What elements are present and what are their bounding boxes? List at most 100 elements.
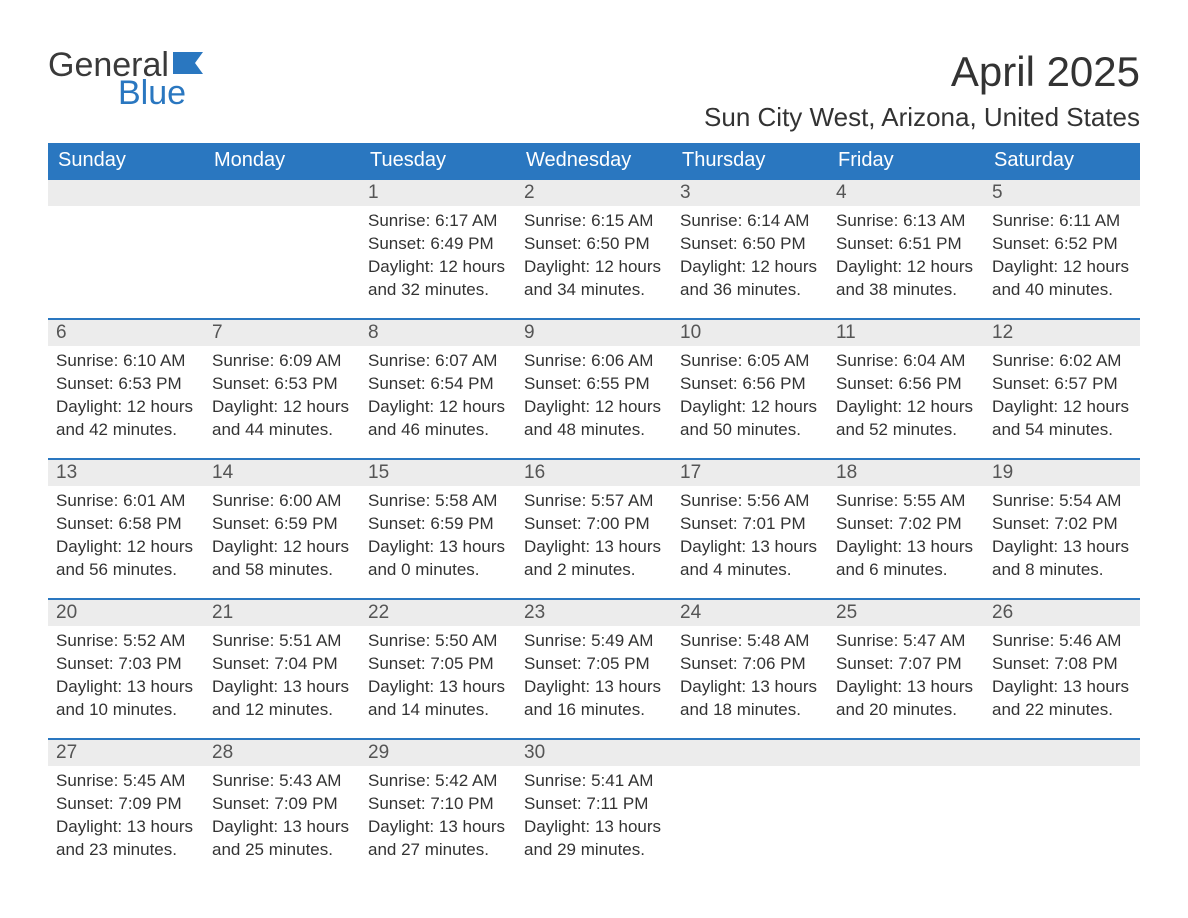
- calendar-cell: .: [48, 178, 204, 318]
- daylight-line: Daylight: 13 hours and 6 minutes.: [836, 536, 976, 582]
- day-number: 20: [48, 600, 204, 626]
- sunset-line: Sunset: 6:54 PM: [368, 373, 508, 396]
- sunset-line: Sunset: 7:10 PM: [368, 793, 508, 816]
- day-number: 9: [516, 320, 672, 346]
- weekday-header: Friday: [828, 143, 984, 178]
- day-number: 7: [204, 320, 360, 346]
- day-data: Sunrise: 5:42 AMSunset: 7:10 PMDaylight:…: [360, 766, 516, 868]
- calendar-cell: 5Sunrise: 6:11 AMSunset: 6:52 PMDaylight…: [984, 178, 1140, 318]
- calendar-cell: 19Sunrise: 5:54 AMSunset: 7:02 PMDayligh…: [984, 458, 1140, 598]
- calendar-cell: 2Sunrise: 6:15 AMSunset: 6:50 PMDaylight…: [516, 178, 672, 318]
- day-data: Sunrise: 5:41 AMSunset: 7:11 PMDaylight:…: [516, 766, 672, 868]
- day-number: 14: [204, 460, 360, 486]
- day-number: 16: [516, 460, 672, 486]
- day-number: 27: [48, 740, 204, 766]
- sunset-line: Sunset: 7:02 PM: [992, 513, 1132, 536]
- sunset-line: Sunset: 6:50 PM: [680, 233, 820, 256]
- sunrise-line: Sunrise: 6:04 AM: [836, 350, 976, 373]
- sunrise-line: Sunrise: 6:00 AM: [212, 490, 352, 513]
- sunrise-line: Sunrise: 6:17 AM: [368, 210, 508, 233]
- day-data: Sunrise: 5:55 AMSunset: 7:02 PMDaylight:…: [828, 486, 984, 588]
- header: General Blue April 2025 Sun City West, A…: [48, 48, 1140, 143]
- calendar-cell: .: [204, 178, 360, 318]
- sunset-line: Sunset: 6:59 PM: [368, 513, 508, 536]
- calendar-cell: 20Sunrise: 5:52 AMSunset: 7:03 PMDayligh…: [48, 598, 204, 738]
- daylight-line: Daylight: 12 hours and 36 minutes.: [680, 256, 820, 302]
- day-number: 12: [984, 320, 1140, 346]
- sunrise-line: Sunrise: 5:50 AM: [368, 630, 508, 653]
- sunset-line: Sunset: 6:52 PM: [992, 233, 1132, 256]
- sunset-line: Sunset: 7:03 PM: [56, 653, 196, 676]
- daylight-line: Daylight: 12 hours and 38 minutes.: [836, 256, 976, 302]
- day-data: Sunrise: 5:52 AMSunset: 7:03 PMDaylight:…: [48, 626, 204, 728]
- daylight-line: Daylight: 12 hours and 52 minutes.: [836, 396, 976, 442]
- weekday-header: Tuesday: [360, 143, 516, 178]
- calendar-cell: 27Sunrise: 5:45 AMSunset: 7:09 PMDayligh…: [48, 738, 204, 878]
- day-data: Sunrise: 6:13 AMSunset: 6:51 PMDaylight:…: [828, 206, 984, 308]
- day-number: 6: [48, 320, 204, 346]
- daylight-line: Daylight: 12 hours and 46 minutes.: [368, 396, 508, 442]
- sunset-line: Sunset: 7:07 PM: [836, 653, 976, 676]
- sunset-line: Sunset: 7:04 PM: [212, 653, 352, 676]
- calendar-cell: 21Sunrise: 5:51 AMSunset: 7:04 PMDayligh…: [204, 598, 360, 738]
- sunset-line: Sunset: 7:05 PM: [368, 653, 508, 676]
- sunrise-line: Sunrise: 5:46 AM: [992, 630, 1132, 653]
- daylight-line: Daylight: 13 hours and 10 minutes.: [56, 676, 196, 722]
- day-data: Sunrise: 6:00 AMSunset: 6:59 PMDaylight:…: [204, 486, 360, 588]
- logo: General Blue: [48, 48, 203, 110]
- day-number: 3: [672, 180, 828, 206]
- daylight-line: Daylight: 13 hours and 2 minutes.: [524, 536, 664, 582]
- sunrise-line: Sunrise: 6:05 AM: [680, 350, 820, 373]
- daylight-line: Daylight: 13 hours and 25 minutes.: [212, 816, 352, 862]
- daylight-line: Daylight: 13 hours and 8 minutes.: [992, 536, 1132, 582]
- day-data: Sunrise: 6:09 AMSunset: 6:53 PMDaylight:…: [204, 346, 360, 448]
- daylight-line: Daylight: 12 hours and 50 minutes.: [680, 396, 820, 442]
- daylight-line: Daylight: 13 hours and 12 minutes.: [212, 676, 352, 722]
- calendar-cell: 13Sunrise: 6:01 AMSunset: 6:58 PMDayligh…: [48, 458, 204, 598]
- day-number: 25: [828, 600, 984, 626]
- sunset-line: Sunset: 6:53 PM: [212, 373, 352, 396]
- sunrise-line: Sunrise: 6:07 AM: [368, 350, 508, 373]
- calendar-cell: 9Sunrise: 6:06 AMSunset: 6:55 PMDaylight…: [516, 318, 672, 458]
- calendar-cell: 8 Sunrise: 6:07 AMSunset: 6:54 PMDaylight…: [360, 318, 516, 458]
- calendar-cell: 23Sunrise: 5:49 AMSunset: 7:05 PMDayligh…: [516, 598, 672, 738]
- sunset-line: Sunset: 7:09 PM: [56, 793, 196, 816]
- sunrise-line: Sunrise: 5:48 AM: [680, 630, 820, 653]
- calendar-cell: 6Sunrise: 6:10 AMSunset: 6:53 PMDaylight…: [48, 318, 204, 458]
- sunrise-line: Sunrise: 5:45 AM: [56, 770, 196, 793]
- daylight-line: Daylight: 12 hours and 44 minutes.: [212, 396, 352, 442]
- calendar-row: 27Sunrise: 5:45 AMSunset: 7:09 PMDayligh…: [48, 738, 1140, 878]
- calendar-cell: 11Sunrise: 6:04 AMSunset: 6:56 PMDayligh…: [828, 318, 984, 458]
- sunrise-line: Sunrise: 5:51 AM: [212, 630, 352, 653]
- sunrise-line: Sunrise: 5:41 AM: [524, 770, 664, 793]
- day-data: Sunrise: 6:02 AMSunset: 6:57 PMDaylight:…: [984, 346, 1140, 448]
- sunset-line: Sunset: 6:50 PM: [524, 233, 664, 256]
- day-data: Sunrise: 6:06 AMSunset: 6:55 PMDaylight:…: [516, 346, 672, 448]
- sunrise-line: Sunrise: 6:14 AM: [680, 210, 820, 233]
- day-number: 8: [360, 320, 516, 346]
- sunrise-line: Sunrise: 5:43 AM: [212, 770, 352, 793]
- sunset-line: Sunset: 7:09 PM: [212, 793, 352, 816]
- daylight-line: Daylight: 12 hours and 54 minutes.: [992, 396, 1132, 442]
- sunrise-line: Sunrise: 6:11 AM: [992, 210, 1132, 233]
- weekday-header: Sunday: [48, 143, 204, 178]
- sunset-line: Sunset: 7:05 PM: [524, 653, 664, 676]
- day-data: Sunrise: 5:54 AMSunset: 7:02 PMDaylight:…: [984, 486, 1140, 588]
- sunset-line: Sunset: 7:11 PM: [524, 793, 664, 816]
- day-data: Sunrise: 6:01 AMSunset: 6:58 PMDaylight:…: [48, 486, 204, 588]
- day-number: 15: [360, 460, 516, 486]
- day-data: Sunrise: 5:58 AMSunset: 6:59 PMDaylight:…: [360, 486, 516, 588]
- day-data: Sunrise: 5:50 AMSunset: 7:05 PMDaylight:…: [360, 626, 516, 728]
- sunrise-line: Sunrise: 5:54 AM: [992, 490, 1132, 513]
- day-data: Sunrise: 5:57 AMSunset: 7:00 PMDaylight:…: [516, 486, 672, 588]
- sunset-line: Sunset: 6:58 PM: [56, 513, 196, 536]
- day-number: 17: [672, 460, 828, 486]
- day-data: Sunrise: 6:04 AMSunset: 6:56 PMDaylight:…: [828, 346, 984, 448]
- calendar-cell: .: [672, 738, 828, 878]
- sunrise-line: Sunrise: 5:52 AM: [56, 630, 196, 653]
- sunset-line: Sunset: 6:57 PM: [992, 373, 1132, 396]
- sunrise-line: Sunrise: 6:13 AM: [836, 210, 976, 233]
- sunrise-line: Sunrise: 6:06 AM: [524, 350, 664, 373]
- day-data: Sunrise: 5:46 AMSunset: 7:08 PMDaylight:…: [984, 626, 1140, 728]
- day-data: Sunrise: 5:45 AMSunset: 7:09 PMDaylight:…: [48, 766, 204, 868]
